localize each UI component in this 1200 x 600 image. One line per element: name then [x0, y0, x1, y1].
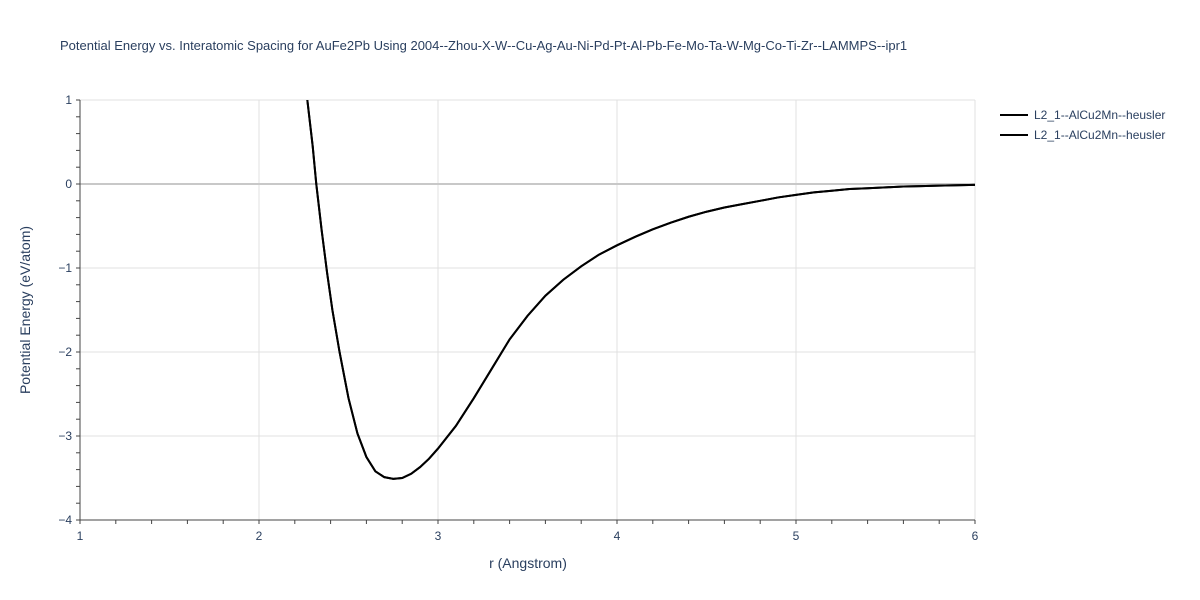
series-layer [306, 100, 975, 480]
x-tick-label: 6 [972, 529, 979, 543]
series-line-1 [306, 100, 975, 480]
series-line-2 [306, 100, 975, 480]
x-tick-label: 5 [793, 529, 800, 543]
chart-title: Potential Energy vs. Interatomic Spacing… [60, 38, 907, 53]
y-tick-label: −1 [58, 261, 72, 275]
y-tick-label: 0 [65, 177, 72, 191]
axes: 1 2 3 4 5 6 −4 −3 −2 −1 0 1 [58, 93, 978, 543]
y-tick-label: −3 [58, 429, 72, 443]
legend[interactable]: L2_1--AlCu2Mn--heusler L2_1--AlCu2Mn--heu… [1000, 108, 1165, 142]
y-axis-title: Potential Energy (eV/atom) [17, 226, 33, 394]
x-axis-title: r (Angstrom) [489, 555, 567, 571]
x-tick-label: 4 [614, 529, 621, 543]
x-tick-label: 3 [435, 529, 442, 543]
legend-item-1[interactable]: L2_1--AlCu2Mn--heusler [1000, 108, 1165, 122]
legend-item-2[interactable]: L2_1--AlCu2Mn--heusler [1000, 128, 1165, 142]
y-tick-label: −4 [58, 513, 72, 527]
x-tick-label: 1 [77, 529, 84, 543]
y-tick-label: −2 [58, 345, 72, 359]
legend-label: L2_1--AlCu2Mn--heusler [1034, 128, 1165, 142]
y-tick-label: 1 [65, 93, 72, 107]
legend-label: L2_1--AlCu2Mn--heusler [1034, 108, 1165, 122]
x-tick-label: 2 [256, 529, 263, 543]
grid [80, 99, 976, 520]
